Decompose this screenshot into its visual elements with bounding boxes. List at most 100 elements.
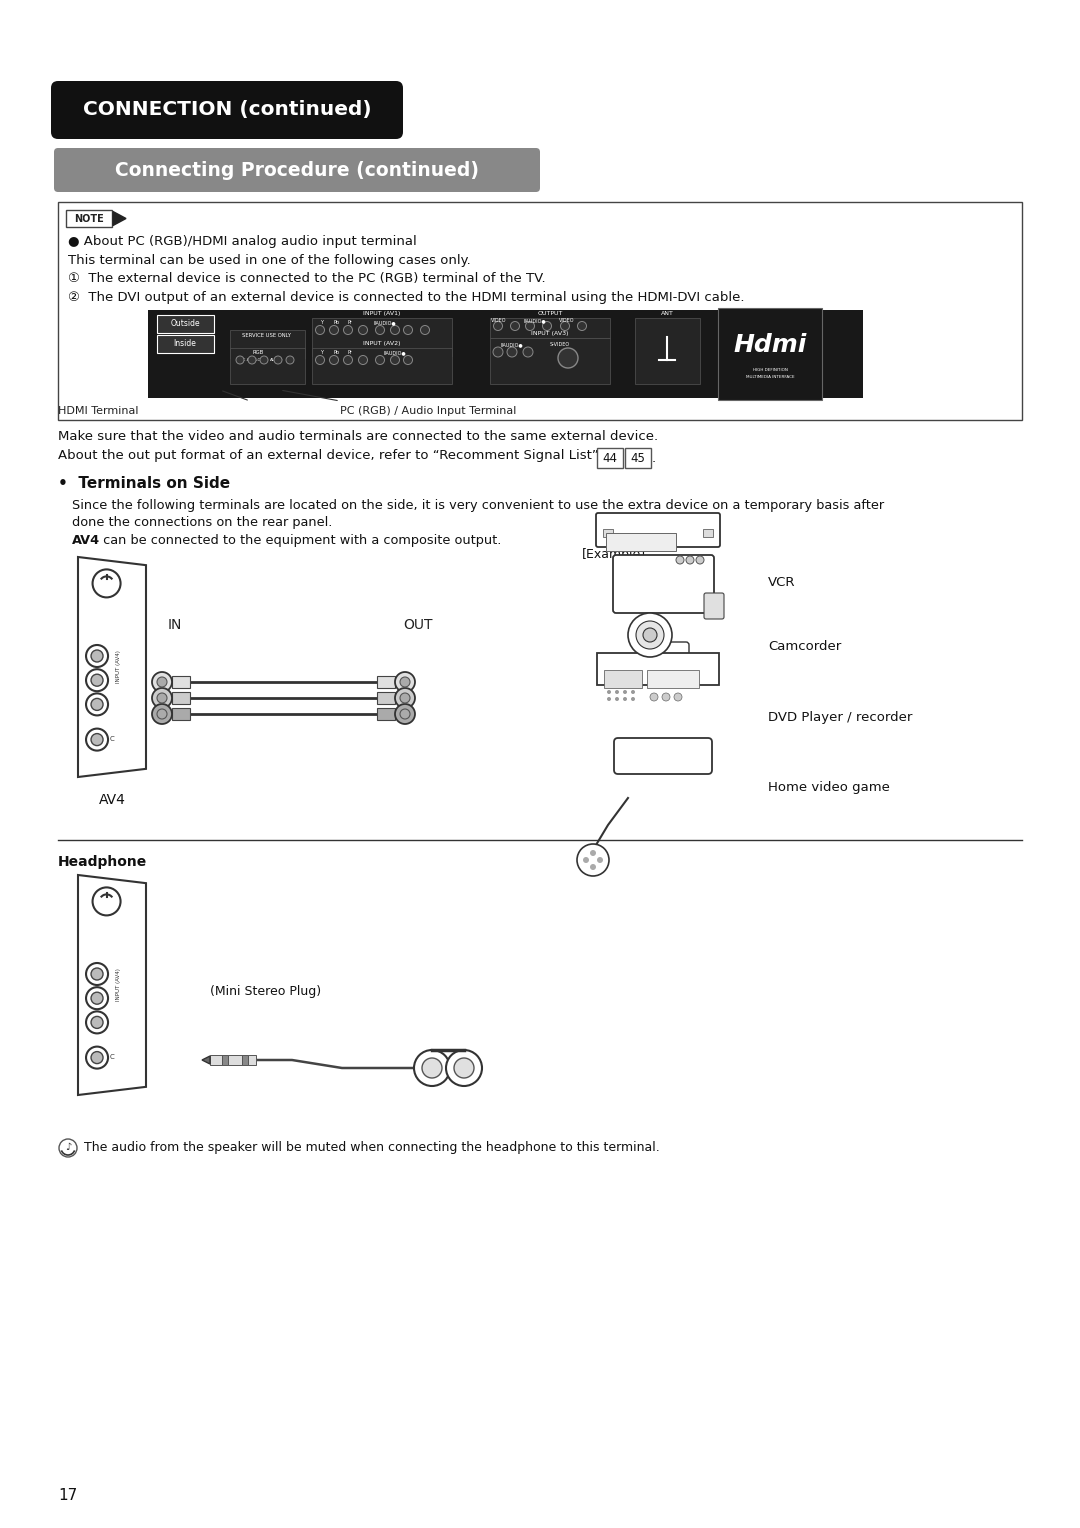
Text: ⅡAUDIO●: ⅡAUDIO● (374, 319, 396, 325)
Circle shape (315, 356, 324, 365)
Circle shape (583, 857, 589, 863)
Circle shape (91, 992, 103, 1004)
Text: INPUT (AV2): INPUT (AV2) (363, 341, 401, 345)
Circle shape (286, 356, 294, 364)
FancyBboxPatch shape (377, 692, 395, 704)
Circle shape (391, 356, 400, 365)
Text: INPUT (AV4): INPUT (AV4) (117, 969, 121, 1001)
FancyBboxPatch shape (172, 675, 190, 688)
Text: Pb: Pb (333, 350, 339, 354)
FancyBboxPatch shape (157, 335, 214, 353)
Circle shape (400, 709, 410, 720)
Circle shape (391, 325, 400, 335)
FancyBboxPatch shape (230, 348, 305, 384)
Text: NOTE: NOTE (75, 214, 104, 223)
Circle shape (523, 347, 534, 358)
Circle shape (446, 1050, 482, 1086)
FancyBboxPatch shape (635, 318, 700, 384)
Text: Pb: Pb (333, 319, 339, 325)
Circle shape (627, 613, 672, 657)
Circle shape (578, 321, 586, 330)
Circle shape (359, 356, 367, 365)
Circle shape (86, 729, 108, 750)
Text: This terminal can be used in one of the following cases only.: This terminal can be used in one of the … (68, 254, 471, 267)
Text: SERVICE USE ONLY: SERVICE USE ONLY (243, 333, 292, 338)
Text: IN: IN (167, 617, 183, 633)
Text: ⅡAUDIO●: ⅡAUDIO● (383, 350, 406, 354)
Circle shape (157, 677, 167, 688)
Text: 17: 17 (58, 1488, 78, 1504)
Circle shape (315, 325, 324, 335)
FancyBboxPatch shape (654, 642, 689, 669)
Circle shape (454, 1057, 474, 1077)
Text: CONNECTION (continued): CONNECTION (continued) (83, 101, 372, 119)
Text: HDMI Terminal: HDMI Terminal (58, 406, 138, 416)
Polygon shape (78, 876, 146, 1096)
Circle shape (607, 691, 611, 694)
Text: Since the following terminals are located on the side, it is very convenient to : Since the following terminals are locate… (72, 500, 885, 512)
FancyBboxPatch shape (703, 529, 713, 536)
Circle shape (542, 321, 552, 330)
FancyBboxPatch shape (157, 315, 214, 333)
Circle shape (400, 677, 410, 688)
Text: ②  The DVI output of an external device is connected to the HDMI terminal using : ② The DVI output of an external device i… (68, 290, 744, 304)
Text: Make sure that the video and audio terminals are connected to the same external : Make sure that the video and audio termi… (58, 429, 658, 443)
FancyBboxPatch shape (230, 330, 305, 358)
Text: [Example]: [Example] (582, 549, 646, 561)
Text: Inside: Inside (174, 339, 197, 348)
Circle shape (404, 356, 413, 365)
Text: ANT: ANT (661, 312, 674, 316)
FancyBboxPatch shape (613, 555, 714, 613)
FancyBboxPatch shape (210, 1054, 222, 1065)
Circle shape (91, 698, 103, 711)
Text: Y: Y (321, 350, 324, 354)
Circle shape (422, 1057, 442, 1077)
Text: (Mini Stereo Plug): (Mini Stereo Plug) (210, 986, 321, 998)
Circle shape (86, 669, 108, 691)
Circle shape (623, 697, 627, 701)
FancyBboxPatch shape (172, 707, 190, 720)
FancyBboxPatch shape (172, 692, 190, 704)
Circle shape (400, 694, 410, 703)
Text: DVD Player / recorder: DVD Player / recorder (768, 711, 913, 723)
Text: PC ANALOG: PC ANALOG (240, 358, 264, 362)
Circle shape (260, 356, 268, 364)
Circle shape (91, 1051, 103, 1063)
FancyBboxPatch shape (615, 738, 712, 775)
FancyBboxPatch shape (66, 209, 112, 228)
Circle shape (507, 347, 517, 358)
Circle shape (696, 556, 704, 564)
Text: (HDMI): (HDMI) (189, 329, 207, 333)
Text: VIDEO: VIDEO (559, 318, 575, 322)
Circle shape (636, 620, 664, 649)
Circle shape (607, 697, 611, 701)
Circle shape (395, 688, 415, 707)
Polygon shape (202, 1056, 210, 1063)
Circle shape (526, 321, 535, 330)
Circle shape (414, 1050, 450, 1086)
Circle shape (152, 704, 172, 724)
Text: AV4: AV4 (98, 793, 125, 807)
Text: AUDIO: AUDIO (270, 358, 284, 362)
Text: HIGH DEFINITION: HIGH DEFINITION (753, 368, 787, 371)
Circle shape (511, 321, 519, 330)
FancyBboxPatch shape (647, 669, 699, 688)
Circle shape (152, 672, 172, 692)
FancyBboxPatch shape (606, 533, 676, 552)
Circle shape (91, 733, 103, 746)
Text: ⅡAUDIO●: ⅡAUDIO● (524, 318, 546, 322)
Circle shape (404, 325, 413, 335)
FancyBboxPatch shape (604, 669, 642, 688)
Circle shape (494, 321, 502, 330)
Text: OUTPUT: OUTPUT (538, 312, 563, 316)
Text: Y: Y (321, 319, 324, 325)
Text: RGB: RGB (253, 350, 264, 354)
Text: C: C (110, 1054, 114, 1059)
Text: INPUT (AV3): INPUT (AV3) (531, 332, 569, 336)
Circle shape (93, 570, 121, 597)
Text: ⅡAUDIO●: ⅡAUDIO● (501, 342, 524, 347)
Text: VCR: VCR (768, 576, 796, 588)
FancyBboxPatch shape (51, 81, 403, 139)
Circle shape (558, 348, 578, 368)
Circle shape (329, 325, 338, 335)
